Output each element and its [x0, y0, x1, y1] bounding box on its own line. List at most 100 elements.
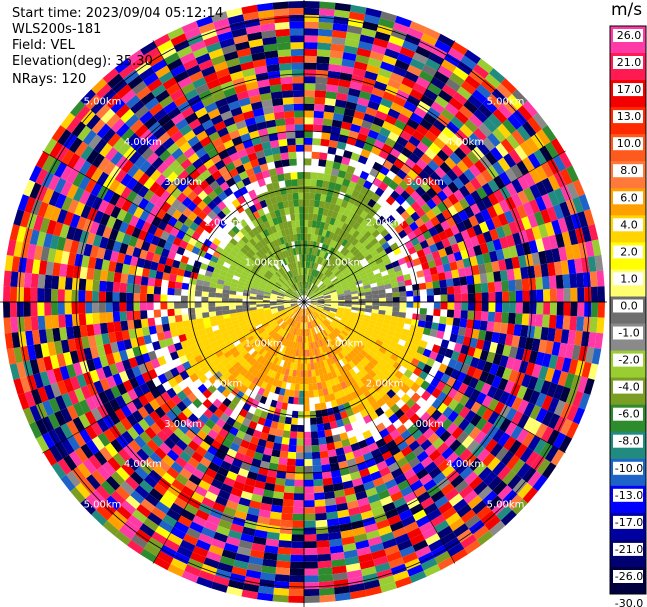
- velocity-gate: [131, 137, 145, 151]
- velocity-gate: [468, 426, 482, 440]
- velocity-gate: [270, 266, 277, 273]
- velocity-gate: [355, 207, 364, 216]
- velocity-gate: [412, 82, 428, 95]
- velocity-gate: [311, 335, 315, 343]
- velocity-gate: [300, 308, 303, 316]
- velocity-gate: [290, 35, 304, 43]
- velocity-gate: [304, 185, 311, 193]
- velocity-gate: [330, 399, 338, 408]
- velocity-gate: [451, 325, 460, 335]
- velocity-gate: [418, 521, 434, 534]
- velocity-gate: [282, 258, 288, 266]
- velocity-gate: [109, 424, 122, 439]
- velocity-gate: [165, 257, 174, 267]
- velocity-gate: [349, 314, 357, 319]
- velocity-gate: [394, 408, 405, 419]
- velocity-gate: [309, 240, 314, 248]
- velocity-gate: [447, 302, 455, 310]
- velocity-gate: [237, 126, 249, 136]
- velocity-gate: [309, 410, 317, 419]
- colorbar-tick-bg: [613, 218, 643, 232]
- velocity-gate: [259, 410, 269, 420]
- velocity-gate: [144, 134, 158, 148]
- velocity-gate: [110, 341, 119, 354]
- velocity-gate: [140, 284, 148, 294]
- velocity-gate: [357, 439, 368, 449]
- velocity-gate: [259, 199, 268, 209]
- velocity-gate: [464, 49, 481, 65]
- velocity-gate: [212, 237, 221, 247]
- velocity-gate: [118, 525, 136, 540]
- velocity-gate: [126, 413, 138, 427]
- velocity-gate: [274, 315, 282, 321]
- velocity-gate: [263, 303, 270, 307]
- velocity-gate: [543, 302, 551, 315]
- velocity-gate: [321, 367, 328, 375]
- velocity-gate: [246, 277, 254, 283]
- velocity-gate: [228, 305, 236, 310]
- velocity-gate: [52, 221, 64, 237]
- velocity-gate: [376, 317, 385, 324]
- velocity-gate: [151, 84, 167, 98]
- velocity-gate: [212, 250, 222, 259]
- velocity-gate: [404, 434, 416, 446]
- velocity-gate: [163, 437, 176, 450]
- velocity-gate: [71, 277, 80, 291]
- velocity-gate: [276, 299, 284, 301]
- velocity-gate: [435, 240, 445, 251]
- velocity-gate: [333, 346, 341, 354]
- velocity-gate: [469, 337, 478, 348]
- nrays-label: NRays: 120: [12, 72, 87, 87]
- velocity-gate: [325, 280, 332, 286]
- velocity-gate: [86, 358, 96, 372]
- velocity-gate: [342, 338, 350, 346]
- velocity-gate: [324, 304, 332, 307]
- velocity-gate: [184, 479, 198, 492]
- velocity-gate: [291, 269, 296, 277]
- velocity-gate: [214, 433, 226, 445]
- velocity-gate: [168, 432, 181, 445]
- velocity-gate: [174, 288, 182, 296]
- velocity-gate: [231, 225, 240, 235]
- velocity-gate: [334, 270, 342, 277]
- velocity-gate: [434, 495, 449, 509]
- velocity-gate: [544, 340, 554, 355]
- velocity-gate: [256, 2, 274, 12]
- velocity-gate: [480, 510, 497, 526]
- velocity-gate: [217, 279, 225, 285]
- velocity-gate: [133, 206, 145, 219]
- velocity-gate: [348, 130, 359, 140]
- velocity-gate: [484, 151, 498, 166]
- velocity-gate: [245, 411, 254, 421]
- velocity-gate: [69, 213, 81, 228]
- velocity-gate: [344, 216, 352, 225]
- velocity-gate: [248, 248, 256, 257]
- velocity-gate: [276, 297, 284, 300]
- velocity-gate: [256, 299, 263, 302]
- velocity-gate: [400, 445, 413, 457]
- velocity-gate: [120, 108, 135, 123]
- velocity-gate: [529, 302, 537, 315]
- velocity-gate: [382, 159, 394, 171]
- velocity-gate: [428, 466, 442, 480]
- velocity-gate: [581, 225, 592, 243]
- velocity-gate: [67, 153, 81, 169]
- velocity-gate: [294, 283, 299, 290]
- velocity-gate: [171, 112, 185, 125]
- velocity-gate: [373, 241, 382, 250]
- velocity-gate: [286, 279, 292, 287]
- velocity-gate: [294, 307, 300, 313]
- velocity-gate: [397, 317, 406, 324]
- velocity-gate: [199, 152, 211, 164]
- velocity-gate: [326, 238, 332, 246]
- velocity-gate: [434, 520, 450, 533]
- velocity-gate: [147, 78, 163, 92]
- velocity-gate: [105, 302, 113, 313]
- velocity-gate: [183, 217, 194, 228]
- velocity-gate: [292, 513, 304, 521]
- velocity-gate: [288, 368, 294, 377]
- velocity-gate: [360, 566, 377, 577]
- velocity-gate: [316, 235, 322, 243]
- velocity-gate: [341, 121, 352, 131]
- velocity-gate: [255, 274, 263, 281]
